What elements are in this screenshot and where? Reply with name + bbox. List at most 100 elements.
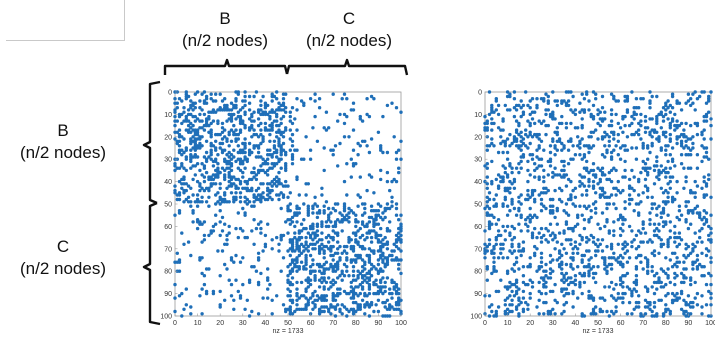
data-point: [652, 274, 657, 278]
data-point: [204, 200, 209, 204]
data-point: [193, 101, 197, 105]
data-point: [358, 282, 362, 287]
data-point: [392, 249, 396, 253]
data-point: [381, 238, 385, 242]
data-point: [204, 159, 209, 164]
data-point: [528, 112, 532, 117]
data-point: [496, 218, 501, 222]
data-point: [284, 168, 288, 173]
data-point: [616, 218, 620, 222]
data-point: [184, 97, 188, 101]
data-point: [614, 144, 618, 148]
data-point: [367, 287, 372, 291]
data-point: [591, 90, 596, 94]
y-tick-label: 80: [164, 269, 172, 276]
data-point: [317, 269, 322, 273]
data-point: [245, 298, 249, 302]
data-point: [607, 170, 611, 175]
data-point: [207, 233, 211, 238]
data-point: [394, 206, 399, 211]
data-point: [652, 229, 657, 233]
data-point: [238, 226, 243, 231]
data-point: [533, 188, 537, 193]
data-point: [394, 150, 399, 155]
x-tick: 70: [639, 313, 647, 327]
data-point: [562, 276, 566, 280]
y-tick: 80: [474, 269, 488, 276]
data-point: [220, 215, 225, 220]
data-point: [594, 253, 598, 258]
data-point: [369, 240, 374, 244]
data-point: [618, 157, 623, 161]
data-point: [664, 222, 668, 226]
data-point: [397, 291, 401, 296]
data-point: [266, 222, 270, 226]
data-point: [338, 291, 342, 296]
data-point: [544, 285, 548, 289]
data-point: [643, 312, 648, 316]
data-point: [195, 226, 200, 231]
data-point: [542, 148, 546, 152]
data-point: [695, 153, 700, 157]
data-point: [609, 112, 614, 117]
data-point: [238, 182, 243, 186]
data-point: [275, 150, 279, 155]
data-point: [485, 166, 489, 170]
data-point: [530, 215, 535, 220]
data-point: [675, 291, 679, 296]
data-point: [376, 291, 381, 296]
corner-divider-vertical: [124, 0, 125, 41]
data-point: [691, 101, 695, 105]
data-point: [519, 166, 523, 170]
data-point: [546, 173, 550, 177]
data-point: [277, 242, 281, 246]
data-point: [173, 309, 177, 314]
data-point: [689, 278, 693, 282]
data-point: [288, 137, 292, 141]
data-point: [677, 296, 682, 300]
data-point: [510, 202, 514, 206]
data-point: [483, 294, 487, 298]
data-point: [664, 256, 668, 260]
data-point: [399, 139, 403, 143]
data-point: [345, 162, 349, 166]
data-point: [182, 307, 186, 311]
data-point: [689, 312, 693, 316]
data-point: [372, 191, 376, 195]
data-point: [517, 103, 521, 108]
data-point: [682, 312, 686, 316]
data-point: [700, 240, 704, 244]
data-point: [603, 298, 607, 302]
data-point: [576, 126, 580, 130]
data-point: [399, 157, 403, 161]
data-point: [700, 186, 704, 190]
data-point: [243, 112, 247, 117]
data-point: [591, 240, 596, 244]
data-point: [390, 253, 394, 258]
data-point: [659, 186, 663, 190]
data-point: [381, 218, 385, 222]
data-point: [600, 106, 605, 110]
data-point: [293, 249, 297, 253]
data-point: [492, 110, 496, 114]
data-point: [295, 220, 299, 224]
data-point: [521, 289, 526, 294]
data-point: [621, 247, 625, 251]
data-point: [397, 247, 401, 251]
data-point: [342, 179, 347, 184]
data-point: [623, 206, 627, 211]
data-point: [566, 291, 571, 296]
data-point: [252, 146, 256, 150]
data-point: [243, 213, 247, 217]
data-point: [340, 312, 344, 316]
data-point: [351, 211, 356, 215]
data-point: [627, 202, 632, 206]
data-point: [695, 97, 700, 101]
data-point: [496, 173, 501, 177]
data-point: [189, 141, 193, 146]
data-point: [250, 177, 254, 182]
data-point: [295, 287, 299, 291]
data-point: [245, 182, 249, 186]
data-point: [594, 242, 598, 246]
data-point: [580, 126, 584, 130]
